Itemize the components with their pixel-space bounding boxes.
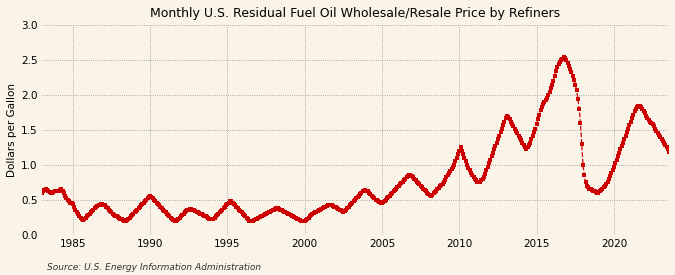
Y-axis label: Dollars per Gallon: Dollars per Gallon — [7, 83, 17, 177]
Text: Source: U.S. Energy Information Administration: Source: U.S. Energy Information Administ… — [47, 263, 261, 272]
Title: Monthly U.S. Residual Fuel Oil Wholesale/Resale Price by Refiners: Monthly U.S. Residual Fuel Oil Wholesale… — [150, 7, 560, 20]
